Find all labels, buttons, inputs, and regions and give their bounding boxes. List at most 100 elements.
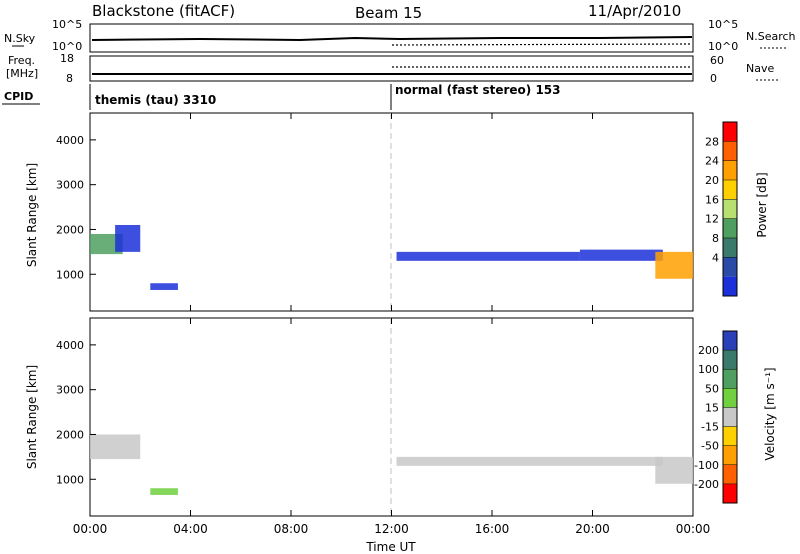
x-tick-label: 00:00 — [73, 522, 108, 536]
colorbar-swatch — [723, 445, 737, 465]
noise-right-tick-high: 10^5 — [708, 18, 738, 31]
data-region — [396, 251, 580, 261]
velocity-colorbar-title: Velocity [m s⁻¹] — [763, 367, 777, 460]
colorbar-tick-label: 28 — [705, 135, 719, 148]
x-tick-label: 00:00 — [676, 522, 711, 536]
colorbar-swatch — [723, 369, 737, 389]
colorbar-tick-label: 16 — [705, 193, 719, 206]
y-tick-label: 1000 — [56, 473, 84, 486]
colorbar-swatch — [723, 426, 737, 446]
station-title: Blackstone (fitACF) — [92, 2, 235, 20]
beam-title: Beam 15 — [355, 4, 422, 22]
velocity-panel: 1000 2000 3000 4000 Slant Range [km] — [25, 317, 694, 517]
y-tick-label: 2000 — [56, 428, 84, 441]
power-colorbar: 28 24 20 16 12 8 4 — [705, 121, 738, 297]
colorbar-tick-label: -15 — [701, 421, 719, 434]
y-tick-label: 3000 — [56, 384, 84, 397]
nsky-label: N.Sky — [4, 32, 36, 45]
freq-tick-low: 8 — [66, 72, 73, 85]
cpid-segment-1: themis (tau) 3310 — [95, 93, 216, 107]
nsky-trace — [91, 36, 693, 42]
noise-left-tick-high: 10^5 — [52, 18, 82, 31]
colorbar-swatch — [723, 350, 737, 370]
colorbar-frame — [722, 330, 738, 504]
velocity-data-marks — [90, 434, 693, 495]
y-tick-label: 1000 — [56, 268, 84, 281]
colorbar-frame — [722, 121, 738, 297]
velocity-y-ticks: 1000 2000 3000 4000 — [56, 339, 96, 486]
date-title: 11/Apr/2010 — [588, 2, 681, 20]
freq-unit-label: [MHz] — [6, 67, 38, 80]
nave-tick-high: 60 — [710, 54, 724, 67]
noise-right-tick-low: 10^0 — [708, 40, 738, 53]
colorbar-swatch — [723, 238, 737, 258]
velocity-ylabel: Slant Range [km] — [25, 365, 39, 469]
colorbar-tick-label: 15 — [705, 401, 719, 414]
y-tick-label: 3000 — [56, 179, 84, 192]
colorbar-swatch — [723, 331, 737, 351]
y-tick-label: 4000 — [56, 134, 84, 147]
colorbar-tick-label: 50 — [705, 382, 719, 395]
cpid-label: CPID — [4, 90, 33, 103]
data-region — [150, 488, 178, 495]
y-tick-label: 4000 — [56, 339, 84, 352]
power-data-marks — [90, 224, 693, 290]
colorbar-tick-label: -200 — [694, 478, 719, 491]
nsearch-label: N.Search — [746, 30, 796, 43]
velocity-colorbar: 200 100 50 15 -15 -50 -100 -200 — [694, 330, 738, 504]
x-ticks: 00:00 04:00 08:00 12:00 16:00 20:00 00:00 — [73, 113, 711, 536]
power-colorbar-title: Power [dB] — [755, 172, 769, 237]
colorbar-swatch — [723, 199, 737, 219]
colorbar-swatch — [723, 464, 737, 484]
x-tick-label: 04:00 — [173, 522, 208, 536]
colorbar-tick-label: 8 — [712, 232, 719, 245]
data-region — [150, 283, 178, 290]
data-region — [579, 249, 663, 261]
cpid-segment-2: normal (fast stereo) 153 — [395, 83, 561, 97]
x-tick-label: 08:00 — [274, 522, 309, 536]
colorbar-tick-label: 12 — [705, 213, 719, 226]
nave-tick-low: 0 — [710, 72, 717, 85]
colorbar-swatch — [723, 218, 737, 238]
x-tick-label: 20:00 — [575, 522, 610, 536]
velocity-panel-frame — [89, 317, 694, 517]
freq-tick-high: 18 — [60, 52, 74, 65]
colorbar-tick-label: 100 — [698, 363, 719, 376]
colorbar-swatch — [723, 122, 737, 142]
colorbar-swatch — [723, 141, 737, 161]
colorbar-swatch — [723, 276, 737, 296]
colorbar-swatch — [723, 160, 737, 180]
data-region — [655, 456, 693, 484]
colorbar-tick-label: 24 — [705, 155, 719, 168]
data-region — [655, 251, 693, 279]
colorbar-swatch — [723, 180, 737, 200]
x-tick-label: 16:00 — [475, 522, 510, 536]
freq-label: Freq. — [8, 54, 35, 67]
power-ylabel: Slant Range [km] — [25, 163, 39, 267]
colorbar-swatch — [723, 388, 737, 408]
colorbar-swatch — [723, 483, 737, 503]
noise-panel-frame — [89, 23, 694, 53]
data-region — [90, 233, 123, 255]
colorbar-tick-label: 20 — [705, 174, 719, 187]
x-tick-label: 12:00 — [374, 522, 409, 536]
nave-label: Nave — [746, 62, 774, 75]
colorbar-swatch — [723, 407, 737, 427]
data-region — [90, 434, 141, 460]
colorbar-tick-label: 200 — [698, 344, 719, 357]
x-axis-label: Time UT — [365, 540, 416, 554]
y-tick-label: 2000 — [56, 223, 84, 236]
freq-panel-frame — [89, 55, 694, 82]
nsearch-trace — [391, 43, 693, 46]
power-y-ticks: 1000 2000 3000 4000 — [56, 134, 96, 281]
noise-left-tick-low: 10^0 — [52, 40, 82, 53]
power-panel: 1000 2000 3000 4000 Slant Range [km] — [25, 112, 694, 312]
power-panel-frame — [89, 112, 694, 312]
colorbar-tick-label: 4 — [712, 251, 719, 264]
colorbar-tick-label: -50 — [701, 440, 719, 453]
data-region — [115, 224, 141, 252]
colorbar-tick-label: -100 — [694, 459, 719, 472]
colorbar-swatch — [723, 257, 737, 277]
